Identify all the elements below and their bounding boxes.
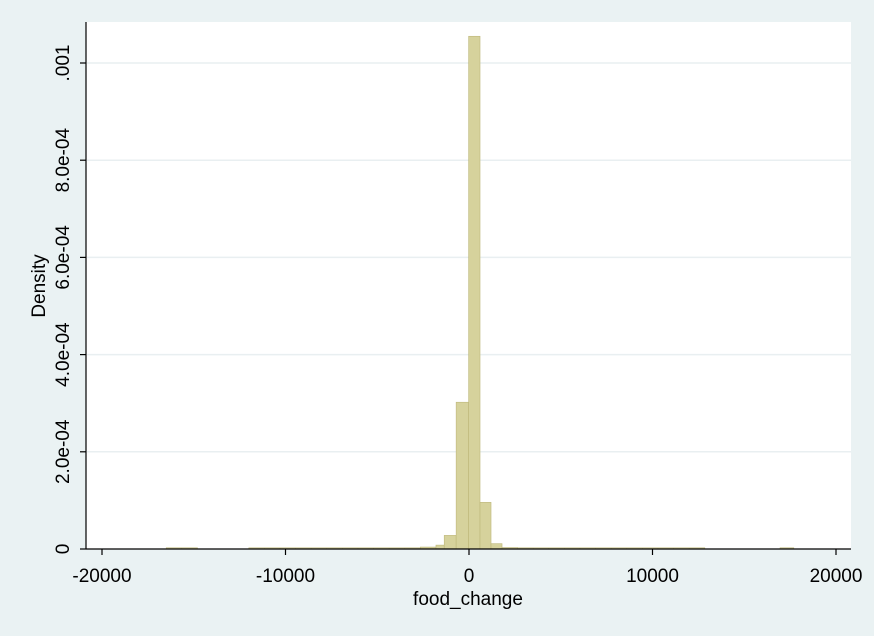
y-tick-label: 6.0e-04 [53, 225, 74, 290]
y-tick-label: 2.0e-04 [53, 419, 74, 484]
x-axis-title: food_change [413, 589, 523, 610]
y-axis-ticks: 0 2.0e-04 4.0e-04 6.0e-04 8.0e-04 .001 [53, 45, 86, 555]
histogram-bar [443, 535, 457, 550]
y-tick-label: 4.0e-04 [53, 322, 74, 387]
x-tick-label: -20000 [72, 566, 131, 587]
y-tick-label: .001 [53, 45, 74, 82]
histogram-bar [490, 543, 503, 550]
y-tick-label: 0 [53, 544, 74, 555]
histogram-bar [468, 35, 481, 550]
x-tick-label: -10000 [256, 566, 315, 587]
x-tick-label: 20000 [810, 566, 863, 587]
x-tick-label: 0 [464, 566, 475, 587]
y-tick-label: 8.0e-04 [53, 128, 74, 193]
x-tick-label: 10000 [626, 566, 679, 587]
histogram-bar [479, 502, 492, 550]
x-axis-ticks: -20000 -10000 0 10000 20000 [72, 549, 862, 587]
histogram-bar [455, 401, 469, 550]
y-axis-title: Density [29, 254, 50, 318]
